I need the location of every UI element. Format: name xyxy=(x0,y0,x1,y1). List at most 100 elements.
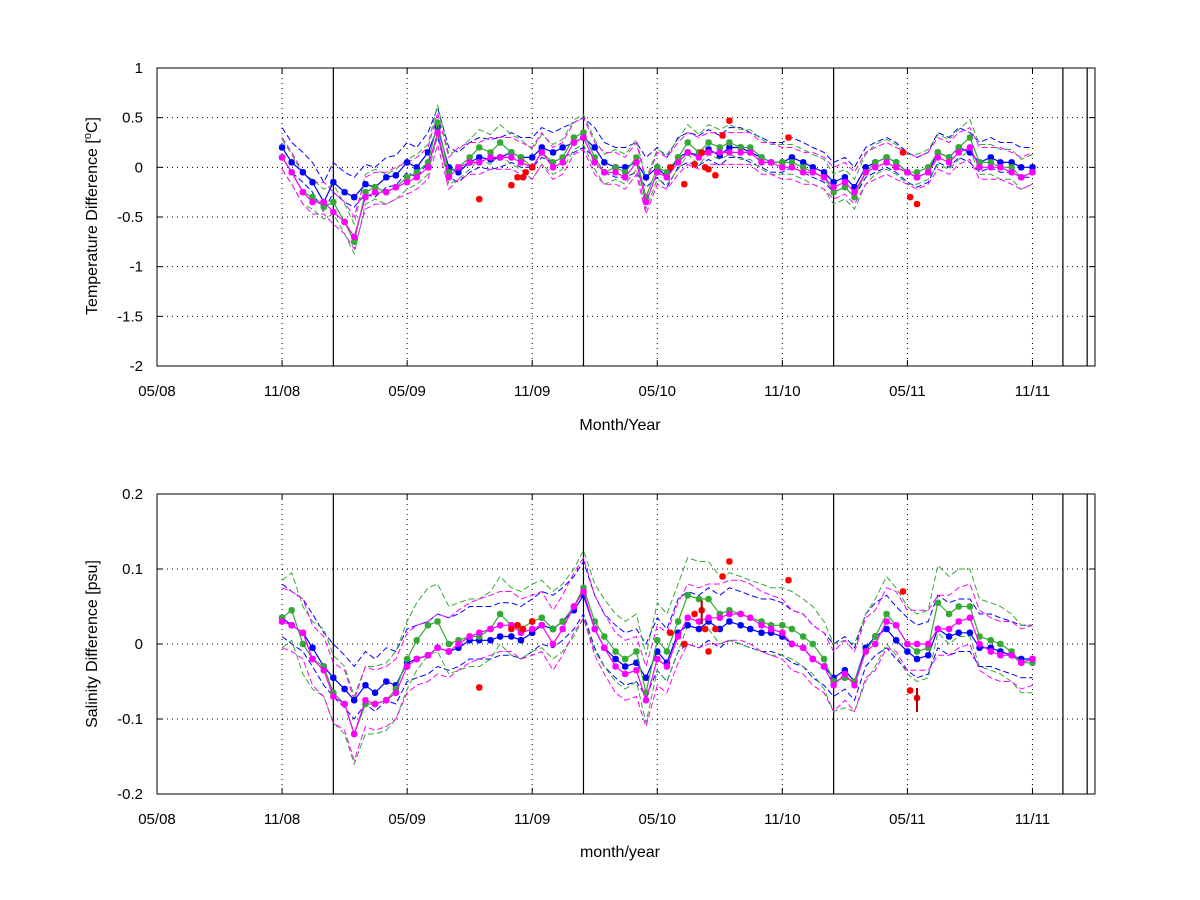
blue-point xyxy=(383,678,390,685)
magenta-point xyxy=(934,154,942,161)
blue-point xyxy=(476,637,483,644)
green-point xyxy=(779,622,786,629)
magenta-point xyxy=(987,648,994,655)
magenta-point xyxy=(383,697,390,704)
blue-point xyxy=(517,637,525,644)
green-point xyxy=(925,164,932,171)
green-point xyxy=(726,139,733,146)
magenta-point xyxy=(883,618,890,625)
green-point xyxy=(288,607,295,614)
green-point xyxy=(945,154,953,161)
green-point xyxy=(496,139,504,146)
blue-point xyxy=(538,144,545,151)
green-point xyxy=(549,625,557,633)
blue-point xyxy=(976,644,983,651)
temperature-ylabel: Temperature Difference [oC] xyxy=(82,117,101,315)
magenta-point xyxy=(1008,652,1015,659)
magenta-point xyxy=(424,164,432,171)
green-point xyxy=(841,184,849,191)
magenta-point xyxy=(966,144,974,151)
green-point xyxy=(633,154,640,161)
green-point xyxy=(621,169,629,176)
green-point xyxy=(809,640,816,648)
magenta-point xyxy=(788,164,796,171)
x-tick-label: 11/09 xyxy=(514,811,550,828)
blue-point xyxy=(642,174,650,181)
magenta-point xyxy=(976,640,983,648)
green-point xyxy=(883,154,890,161)
magenta-point xyxy=(1008,169,1015,176)
blue-point xyxy=(633,659,640,666)
green-point xyxy=(654,164,661,171)
x-tick-label: 05/11 xyxy=(889,383,925,400)
green-point xyxy=(299,640,307,648)
magenta-point xyxy=(663,663,671,670)
green-point xyxy=(737,144,744,151)
magenta-point xyxy=(517,159,525,166)
blue-point xyxy=(779,633,786,640)
blue-point xyxy=(684,622,691,629)
green-point xyxy=(350,238,358,246)
magenta-point xyxy=(288,622,295,629)
magenta-point xyxy=(1018,659,1025,666)
green-point xyxy=(320,663,327,670)
magenta-point xyxy=(966,614,974,621)
magenta-point xyxy=(892,164,900,171)
green-point xyxy=(508,149,515,156)
blue-point xyxy=(341,685,348,693)
magenta-point xyxy=(445,648,453,655)
green-point xyxy=(966,134,974,141)
green-point xyxy=(830,188,837,196)
magenta-point xyxy=(570,139,578,146)
blue-point xyxy=(455,169,462,176)
blue-point xyxy=(674,629,682,636)
green-point xyxy=(955,144,962,151)
magenta-point xyxy=(538,622,545,629)
magenta-point xyxy=(830,682,837,689)
green-point xyxy=(591,618,598,625)
blue-point xyxy=(737,622,744,629)
magenta-point xyxy=(997,164,1004,171)
y-tick-label: -0.5 xyxy=(117,209,143,226)
red-point xyxy=(705,166,712,173)
x-tick-label: 05/10 xyxy=(638,383,676,400)
blue-envelope-line xyxy=(281,135,1033,214)
magenta-point xyxy=(621,670,629,678)
red-point xyxy=(508,182,515,189)
green-point xyxy=(612,648,619,655)
blue-point xyxy=(549,149,557,156)
green-point xyxy=(476,633,483,640)
green-point xyxy=(913,169,921,176)
magenta-point xyxy=(341,700,348,708)
y-tick-label: -1.5 xyxy=(117,308,143,325)
magenta-point xyxy=(997,652,1004,659)
magenta-point xyxy=(1029,169,1036,176)
blue-point xyxy=(966,149,974,156)
magenta-point xyxy=(559,159,566,166)
magenta-point xyxy=(987,164,994,171)
blue-point xyxy=(299,169,307,176)
blue-point xyxy=(904,648,911,655)
green-point xyxy=(517,154,525,161)
blue-point xyxy=(654,648,661,655)
x-tick-label: 05/10 xyxy=(638,811,676,828)
blue-point xyxy=(601,159,608,166)
blue-point xyxy=(445,164,453,171)
magenta-point xyxy=(747,614,754,621)
blue-point xyxy=(392,682,400,689)
magenta-point xyxy=(695,154,703,161)
magenta-point xyxy=(392,184,400,191)
green-point xyxy=(705,139,712,146)
green-point xyxy=(487,149,494,156)
magenta-point xyxy=(591,159,598,166)
blue-point xyxy=(767,629,775,636)
green-point xyxy=(309,193,316,201)
red-point xyxy=(726,117,733,124)
blue-point xyxy=(966,629,974,636)
red-point xyxy=(681,181,688,188)
magenta-point xyxy=(904,169,911,176)
magenta-point xyxy=(487,154,494,161)
magenta-point xyxy=(737,610,744,618)
red-point xyxy=(514,174,521,181)
